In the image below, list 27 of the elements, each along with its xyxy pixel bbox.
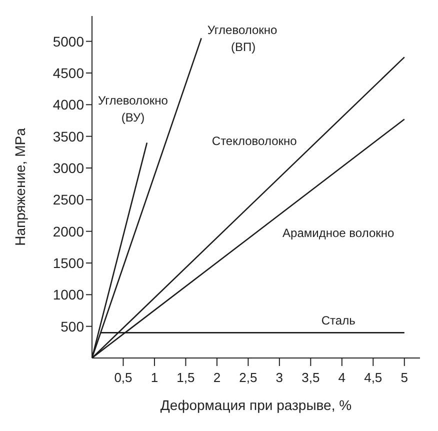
- y-tick-label: 500: [60, 318, 84, 334]
- y-axis-title: Напряжение, MPa: [12, 128, 28, 246]
- x-tick-label: 3,5: [302, 370, 320, 385]
- x-tick-label: 2,5: [239, 370, 258, 385]
- y-tick-label: 4500: [52, 64, 84, 81]
- x-tick-label: 2: [213, 370, 221, 385]
- y-tick-label: 2000: [52, 223, 84, 240]
- series-label: Стекловолокно: [212, 134, 298, 148]
- y-tick-label: 4000: [52, 96, 84, 113]
- x-tick-label: 3: [276, 370, 284, 385]
- x-tick-label: 1,5: [176, 370, 195, 385]
- y-tick-label: 3500: [52, 128, 84, 144]
- series-label: Сталь: [321, 314, 356, 328]
- x-tick-label: 0,5: [114, 370, 132, 385]
- y-tick-label: 3000: [52, 160, 84, 176]
- series-label: Углеволокно (ВП): [207, 23, 278, 54]
- y-tick-label: 1500: [52, 254, 84, 271]
- x-tick-label: 4,5: [364, 370, 382, 385]
- x-tick-label: 4: [338, 370, 346, 385]
- x-axis-title: Деформация при разрыве, %: [160, 397, 352, 413]
- y-tick-label: 5000: [52, 33, 84, 50]
- x-tick-label: 1: [150, 370, 158, 385]
- legend-label: Углеволокно (ВУ): [98, 94, 168, 125]
- x-tick-label: 5: [400, 370, 408, 385]
- series-label: Арамидное волокно: [282, 226, 395, 240]
- y-tick-label: 2500: [52, 192, 84, 208]
- y-tick-label: 1000: [52, 286, 84, 303]
